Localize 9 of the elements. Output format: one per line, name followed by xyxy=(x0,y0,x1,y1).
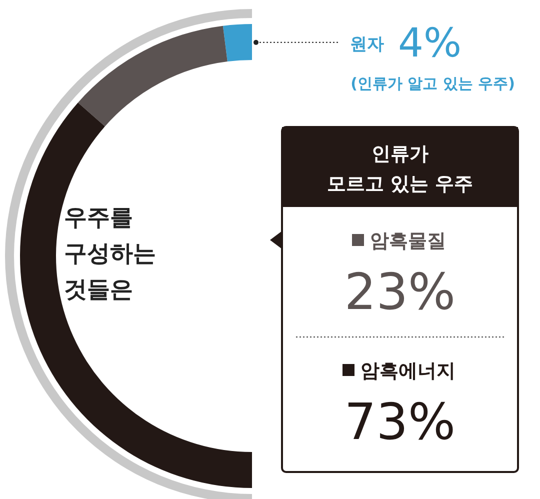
text: 인류가 모르고 있는 우주 xyxy=(326,143,474,195)
legend-label: 암흑물질 xyxy=(370,230,446,252)
data-label: 23% xyxy=(344,263,456,321)
data-label: 73% xyxy=(344,393,456,451)
text: (인류가 알고 있는 우주) xyxy=(350,74,515,92)
text: 우주를 구성하는 것들은 xyxy=(64,205,156,303)
data-label: 4% xyxy=(398,20,462,66)
legend-label: 암흑에너지 xyxy=(360,360,456,382)
slice-label: 원자 xyxy=(350,34,384,54)
